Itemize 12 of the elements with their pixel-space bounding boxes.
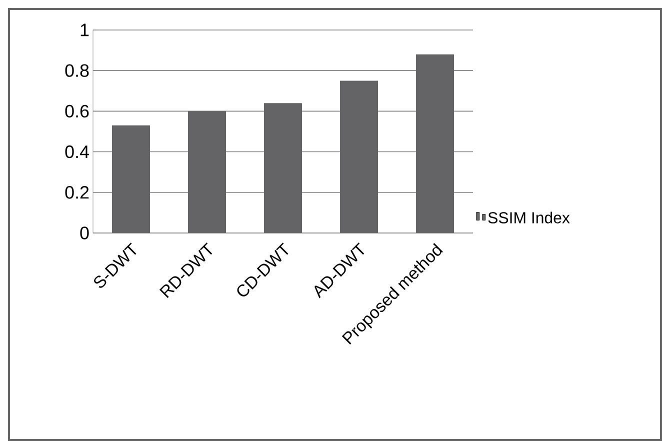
y-tick-label: 0.4 [65,145,89,158]
y-tick-label: 0.8 [65,64,89,77]
bar [112,125,150,233]
y-tick-label: 0.6 [65,104,89,118]
bar [340,80,378,233]
y-tick-label: 0.2 [65,186,89,199]
bar [188,111,226,233]
bar [264,103,302,233]
y-tick-label: 0 [80,226,89,240]
legend-label: SSIM Index [488,212,570,224]
y-tick-label: 1 [80,24,89,36]
bar [416,54,454,233]
